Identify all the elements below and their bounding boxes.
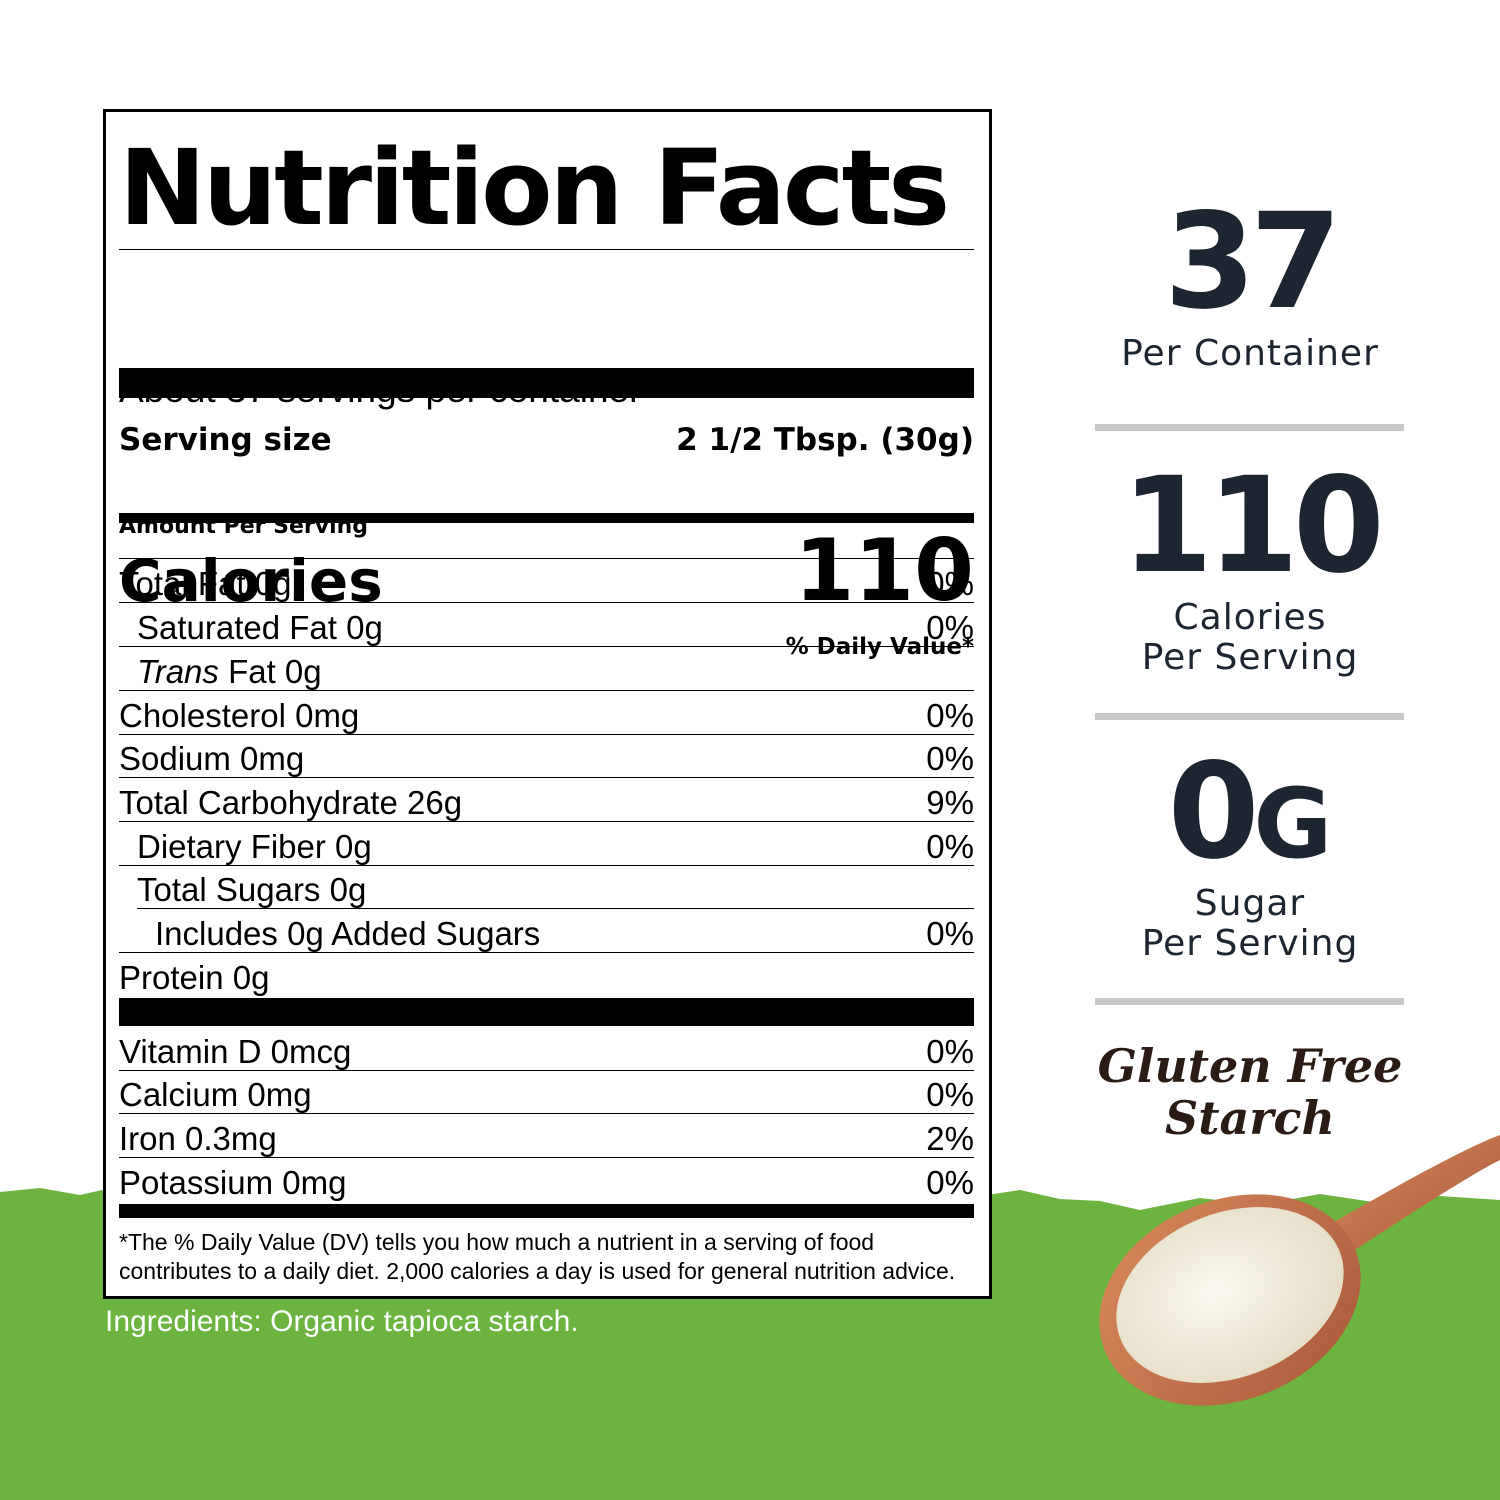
nutrient-row: Total Fat 0g 0% <box>119 559 974 603</box>
sugar-unit: G <box>1253 768 1333 880</box>
sugar-highlight: 0G Sugar Per Serving <box>1095 746 1405 964</box>
nutrient-row: Total Carbohydrate 26g 9% <box>119 778 974 822</box>
nutrient-name: Dietary Fiber 0g <box>137 828 372 865</box>
nutrient-row: Cholesterol 0mg 0% <box>119 691 974 735</box>
vitamin-name: Iron 0.3mg <box>119 1120 277 1157</box>
servings-caption: Per Container <box>1121 333 1379 374</box>
nutrient-name: Saturated Fat 0g <box>137 609 383 646</box>
vitamin-name: Potassium 0mg <box>119 1164 347 1201</box>
daily-value-header: % Daily Value* <box>785 634 974 660</box>
calories-label: Calories <box>119 547 383 615</box>
badge-line-1: Gluten Free <box>1097 1039 1403 1093</box>
highlight-divider <box>1095 424 1404 431</box>
servings-number: 37 <box>1164 185 1342 339</box>
nutrient-dv: 0% <box>926 697 974 734</box>
nutrient-dv: 0% <box>926 915 974 952</box>
servings-highlight: 37 Per Container <box>1095 196 1405 374</box>
nutrient-name: Sodium 0mg <box>119 740 305 777</box>
vitamin-dv: 2% <box>926 1120 974 1157</box>
gluten-free-badge: Gluten Free Starch <box>1095 1040 1405 1144</box>
calories-caption-line-1: Calories <box>1173 597 1327 638</box>
badge-line-2: Starch <box>1165 1091 1335 1145</box>
calories-caption-line-2: Per Serving <box>1141 637 1359 678</box>
medium-divider <box>119 1204 974 1218</box>
vitamin-row: Calcium 0mg 0% <box>119 1070 974 1114</box>
nutrient-dv: 0% <box>926 565 974 602</box>
serving-size-label: Serving size <box>119 422 332 458</box>
thick-divider <box>119 998 974 1026</box>
nutrient-name: Total Carbohydrate 26g <box>119 784 463 821</box>
vitamin-row: Iron 0.3mg 2% <box>119 1114 974 1158</box>
wooden-spoon-image <box>1099 1135 1500 1406</box>
calories-value: 110 <box>794 521 974 621</box>
nutrient-row: Includes 0g Added Sugars 0% <box>119 909 974 953</box>
nutrient-name: Protein 0g <box>119 959 270 996</box>
nutrient-row: Total Sugars 0g <box>119 865 974 909</box>
nutrient-row: Trans Fat 0g <box>119 647 974 691</box>
daily-value-footnote: *The % Daily Value (DV) tells you how mu… <box>119 1229 956 1284</box>
vitamin-dv: 0% <box>926 1033 974 1070</box>
highlight-divider <box>1095 998 1404 1005</box>
nutrient-dv: 9% <box>926 784 974 821</box>
nutrition-facts-title: Nutrition Facts <box>119 127 950 249</box>
nutrient-name: Includes 0g Added Sugars <box>155 915 541 952</box>
highlight-divider <box>1095 713 1404 720</box>
vitamin-name: Vitamin D 0mcg <box>119 1033 352 1070</box>
nutrient-name: Total Sugars 0g <box>137 871 367 908</box>
thick-divider <box>119 368 974 398</box>
nutrient-row: Dietary Fiber 0g 0% <box>119 822 974 866</box>
vitamin-dv: 0% <box>926 1076 974 1113</box>
nutrient-name: Trans Fat 0g <box>137 653 322 690</box>
nutrient-row: Protein 0g <box>119 953 974 996</box>
vitamin-row: Potassium 0mg 0% <box>119 1158 974 1201</box>
nutrient-dv: 0% <box>926 609 974 646</box>
vitamin-name: Calcium 0mg <box>119 1076 312 1113</box>
vitamin-dv: 0% <box>926 1164 974 1201</box>
nutrient-name: Total Fat 0g <box>119 565 292 602</box>
nutrition-facts-label: Nutrition Facts About 37 servings per co… <box>103 109 992 1299</box>
nutrient-dv: 0% <box>926 740 974 777</box>
calories-number: 110 <box>1121 449 1385 603</box>
nutrient-row: Saturated Fat 0g 0% <box>119 603 974 647</box>
nutrient-row: Sodium 0mg 0% <box>119 734 974 778</box>
nutrient-dv: 0% <box>926 828 974 865</box>
medium-divider <box>119 513 974 523</box>
vitamin-row: Vitamin D 0mcg 0% <box>119 1027 974 1071</box>
sugar-caption-line-1: Sugar <box>1194 883 1306 924</box>
sugar-caption-line-2: Per Serving <box>1141 923 1359 964</box>
serving-size-value: 2 1/2 Tbsp. (30g) <box>676 422 974 458</box>
sugar-number: 0 <box>1167 735 1260 889</box>
calories-highlight: 110 Calories Per Serving <box>1095 460 1405 678</box>
ingredients-text: Ingredients: Organic tapioca starch. <box>105 1305 579 1338</box>
nutrient-name: Cholesterol 0mg <box>119 697 360 734</box>
divider <box>119 249 974 250</box>
divider <box>119 558 974 559</box>
